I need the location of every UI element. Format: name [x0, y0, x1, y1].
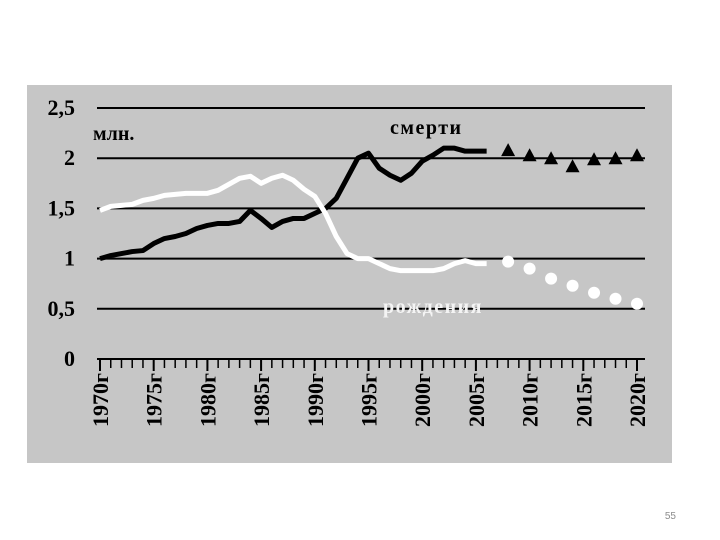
dot-marker: [566, 279, 579, 292]
dot-marker: [502, 255, 515, 268]
x-tick-label: 1970г: [88, 373, 113, 427]
dot-marker: [609, 292, 622, 305]
dot-marker: [545, 272, 558, 285]
triangle-marker: [544, 151, 559, 165]
series-line: [99, 172, 487, 274]
y-tick-label: 0,5: [48, 296, 76, 321]
chart-background: [27, 85, 672, 463]
dot-marker: [588, 286, 601, 299]
x-tick-label: 1980г: [195, 373, 220, 427]
x-tick-label: 2010г: [518, 373, 543, 427]
y-tick-label: 0: [64, 346, 75, 371]
x-tick-label: 1975г: [142, 373, 167, 427]
triangle-marker: [587, 152, 602, 166]
triangle-marker: [630, 148, 644, 162]
y-tick-label: 1,5: [48, 195, 76, 220]
dot-marker: [523, 262, 536, 275]
x-tick-label: 2005г: [464, 373, 489, 427]
x-tick-label: 1995г: [357, 373, 382, 427]
dot-marker: [631, 297, 643, 310]
triangle-marker: [501, 143, 516, 157]
y-tick-label: 2: [64, 145, 75, 170]
x-tick-label: 2020г: [625, 373, 650, 427]
triangle-marker: [522, 148, 537, 162]
series-annotation: смерти: [390, 117, 463, 139]
triangle-marker: [565, 159, 580, 173]
x-tick-label: 2015г: [571, 373, 596, 427]
page-number: 55: [665, 511, 677, 522]
labels: 0 0,5 1 1,5 2 2,5 1970г 1975г 1980г 1985г 1990г 199…: [48, 95, 651, 427]
triangle-marker: [608, 151, 623, 165]
x-tick-label: 1990г: [303, 373, 328, 427]
y-tick-label: 1: [64, 246, 75, 271]
marks: [99, 143, 644, 310]
unit-label: млн.: [93, 123, 134, 145]
series-line: [99, 145, 487, 262]
y-tick-label: 2,5: [48, 95, 76, 120]
x-tick-label: 1985г: [249, 373, 274, 427]
x-tick-label: 2000г: [410, 373, 435, 427]
series-annotation: рождения: [383, 296, 483, 318]
